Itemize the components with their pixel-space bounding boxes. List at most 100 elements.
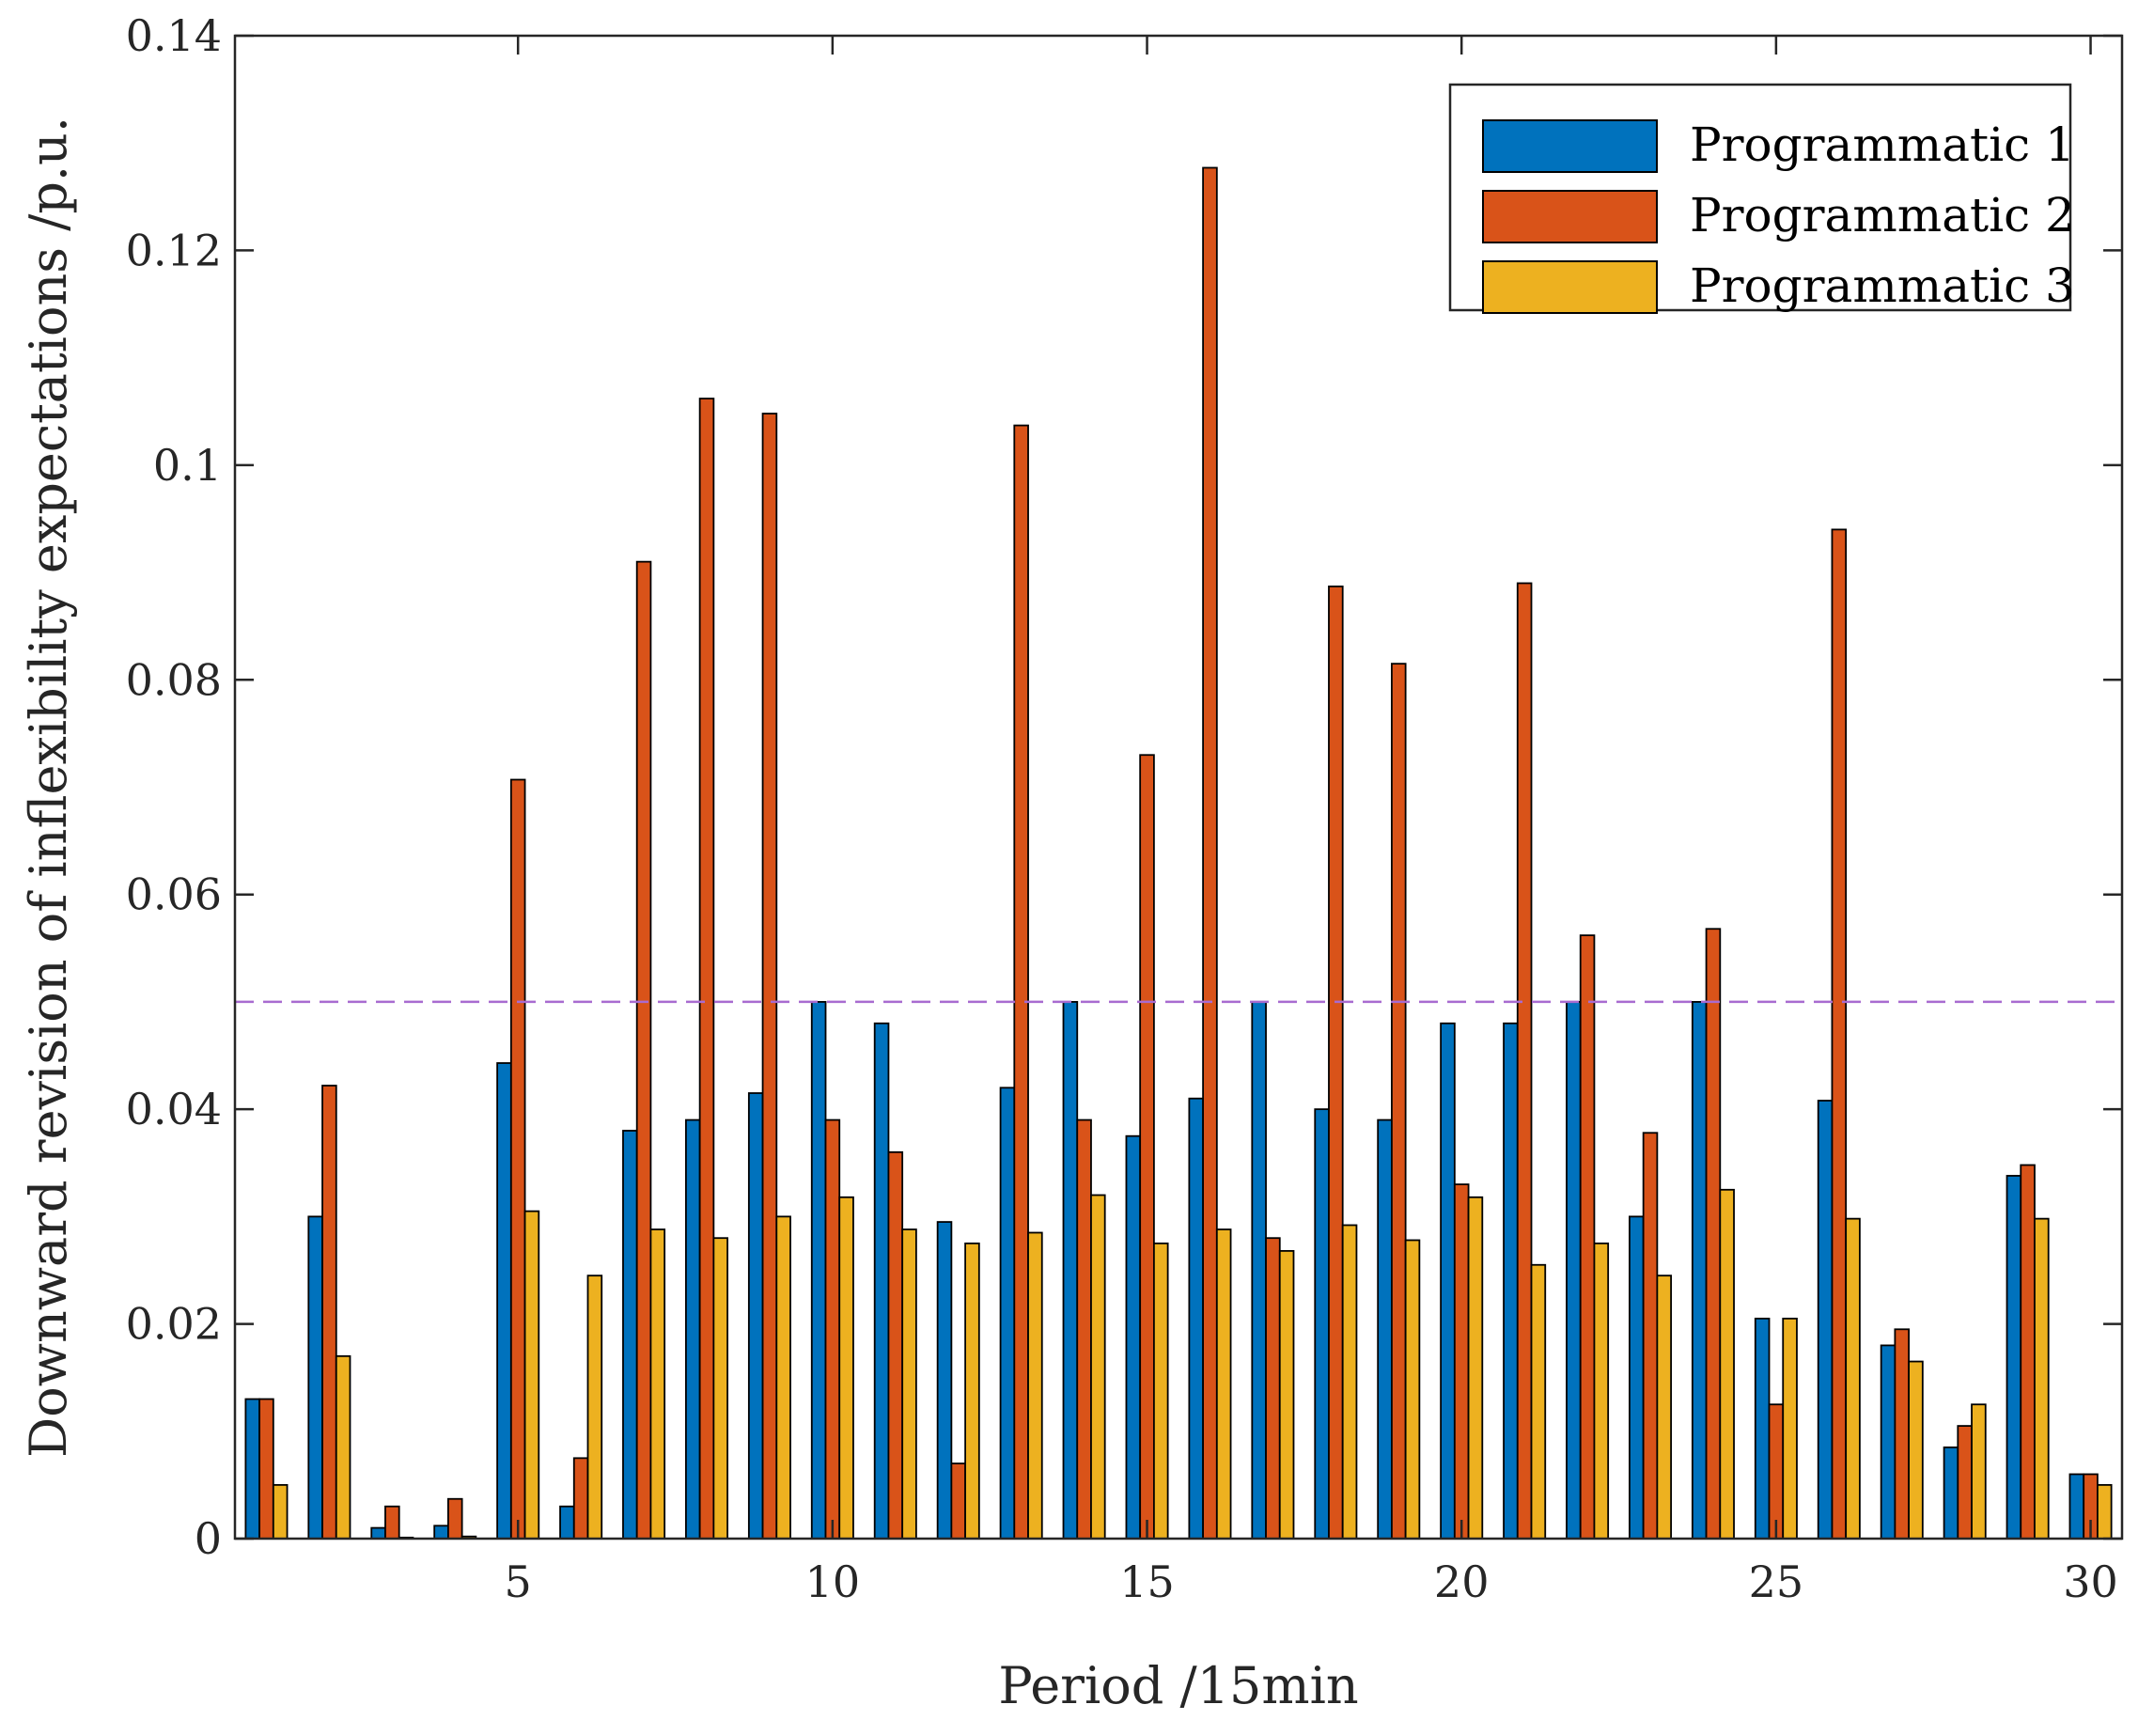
- bar-s1-p17: [1251, 1001, 1267, 1540]
- bar-s1-p2: [307, 1215, 323, 1540]
- y-tick-label: 0.1: [153, 440, 222, 491]
- bar-s2-p22: [1579, 934, 1596, 1540]
- bar-s2-p17: [1265, 1237, 1281, 1540]
- bar-s2-p26: [1831, 528, 1848, 1540]
- bar-s1-p24: [1691, 1001, 1708, 1540]
- legend: Programmatic 1 Programmatic 2 Programmat…: [1448, 83, 2075, 314]
- bar-s2-p19: [1391, 663, 1407, 1540]
- bar-s3-p28: [1971, 1403, 1987, 1540]
- bar-s1-p23: [1629, 1215, 1645, 1540]
- axes-box: [233, 34, 2124, 1541]
- bar-s2-p24: [1705, 928, 1722, 1540]
- bar-s2-p14: [1076, 1118, 1092, 1540]
- bar-s3-p19: [1404, 1239, 1421, 1540]
- bar-s2-p7: [635, 560, 652, 1540]
- bar-s1-p8: [685, 1118, 701, 1540]
- bar-s1-p19: [1377, 1118, 1393, 1540]
- bar-s1-p16: [1188, 1097, 1205, 1540]
- bar-s3-p8: [712, 1237, 728, 1540]
- x-tick-label: 30: [2063, 1556, 2118, 1607]
- bar-s3-p23: [1656, 1275, 1672, 1540]
- bar-s2-p12: [950, 1462, 966, 1540]
- y-axis-label: Downward revision of inflexibility expec…: [19, 117, 78, 1458]
- bar-s2-p3: [384, 1505, 400, 1540]
- ticks-layer: 0 0.02 0.04 0.06 0.08 0.1 0.12 0.14 5 10 15 20 25 30: [126, 10, 2122, 1607]
- legend-label-programmatic-3: Programmatic 3: [1690, 258, 2075, 313]
- bar-s1-p18: [1314, 1108, 1330, 1540]
- bar-s3-p27: [1908, 1360, 1924, 1540]
- bar-s3-p29: [2034, 1217, 2050, 1540]
- bar-s1-p15: [1125, 1134, 1142, 1540]
- y-tick-label: 0.12: [126, 225, 222, 275]
- bar-s1-p13: [999, 1087, 1016, 1540]
- bar-s1-p1: [244, 1398, 261, 1540]
- bar-s3-p7: [649, 1228, 666, 1540]
- bar-s1-p29: [2006, 1175, 2022, 1540]
- bar-s1-p6: [559, 1505, 575, 1540]
- bar-s3-p17: [1278, 1250, 1295, 1540]
- bar-s3-p2: [335, 1354, 351, 1540]
- bar-s3-p30: [2096, 1483, 2113, 1540]
- bar-s3-p18: [1341, 1224, 1358, 1540]
- bar-s2-p23: [1642, 1132, 1659, 1540]
- y-tick-label: 0: [195, 1513, 222, 1564]
- bar-s2-p10: [824, 1118, 841, 1540]
- bar-s1-p10: [810, 1001, 827, 1540]
- x-tick-label: 25: [1749, 1556, 1804, 1607]
- x-tick-label: 20: [1434, 1556, 1490, 1607]
- bar-s2-p2: [321, 1085, 337, 1540]
- bar-s2-p27: [1894, 1328, 1910, 1540]
- bar-s2-p20: [1453, 1183, 1470, 1540]
- bar-s1-p11: [873, 1022, 890, 1540]
- bar-s1-p28: [1943, 1447, 1959, 1540]
- bar-s3-p5: [523, 1210, 540, 1540]
- bar-s2-p21: [1516, 582, 1533, 1540]
- bar-s2-p8: [698, 398, 715, 1540]
- bar-s3-p25: [1782, 1317, 1798, 1540]
- bar-s2-p18: [1328, 586, 1344, 1540]
- bar-s1-p25: [1754, 1317, 1771, 1540]
- bar-s1-p4: [433, 1525, 449, 1540]
- bar-s3-p20: [1467, 1196, 1484, 1540]
- bar-s2-p4: [446, 1497, 463, 1540]
- y-tick-label: 0.14: [126, 10, 222, 61]
- legend-swatch-programmatic-1: [1482, 119, 1658, 173]
- bar-s2-p16: [1202, 166, 1218, 1540]
- bar-s2-p15: [1139, 754, 1155, 1540]
- bar-s2-p9: [761, 413, 778, 1540]
- y-tick-label: 0.02: [126, 1299, 222, 1350]
- bar-s2-p1: [258, 1398, 274, 1540]
- bar-s3-p9: [775, 1215, 791, 1540]
- bar-s1-p30: [2068, 1473, 2085, 1540]
- bar-s1-p5: [496, 1062, 512, 1540]
- bar-s1-p21: [1503, 1022, 1519, 1540]
- bar-s3-p22: [1593, 1243, 1610, 1540]
- legend-label-programmatic-2: Programmatic 2: [1690, 188, 2075, 242]
- bar-s1-p27: [1880, 1344, 1896, 1540]
- bar-s3-p24: [1719, 1188, 1735, 1540]
- bar-s1-p3: [370, 1526, 386, 1540]
- bars-layer: [244, 166, 2113, 1540]
- bar-s3-p13: [1027, 1231, 1043, 1540]
- bar-s2-p25: [1768, 1403, 1785, 1540]
- bar-s1-p9: [747, 1092, 764, 1540]
- bar-s3-p12: [964, 1243, 980, 1540]
- bar-s2-p6: [572, 1457, 589, 1540]
- legend-swatch-programmatic-3: [1482, 260, 1658, 314]
- legend-swatch-programmatic-2: [1482, 190, 1658, 243]
- bar-s2-p11: [887, 1150, 904, 1540]
- bar-s3-p1: [272, 1483, 289, 1540]
- bar-s2-p13: [1013, 424, 1029, 1540]
- y-tick-label: 0.08: [126, 654, 222, 705]
- bar-s3-p10: [838, 1196, 854, 1540]
- legend-label-programmatic-1: Programmatic 1: [1690, 117, 2075, 172]
- bar-s1-p22: [1566, 1001, 1582, 1540]
- x-tick-label: 15: [1119, 1556, 1175, 1607]
- bar-s1-p7: [622, 1130, 638, 1540]
- bar-s3-p26: [1845, 1217, 1861, 1540]
- x-tick-label: 5: [505, 1556, 532, 1607]
- x-tick-label: 10: [805, 1556, 861, 1607]
- bar-s1-p12: [936, 1221, 953, 1540]
- bar-s3-p16: [1215, 1228, 1232, 1540]
